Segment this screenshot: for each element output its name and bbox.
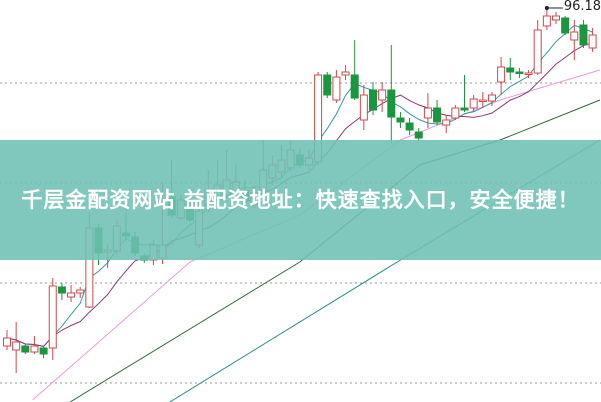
candle-down xyxy=(396,117,405,123)
candle-down xyxy=(39,347,48,355)
candle-down xyxy=(414,131,423,139)
candle-up xyxy=(469,98,478,109)
peak-pointer-dot xyxy=(544,6,549,10)
candle-down xyxy=(57,286,66,294)
candle-up xyxy=(3,337,11,347)
candle-up xyxy=(478,99,487,102)
candle-up xyxy=(451,107,460,119)
candle-up xyxy=(359,94,368,121)
candle-up xyxy=(442,119,451,126)
candle-down xyxy=(433,107,442,123)
candle-up xyxy=(332,76,341,101)
candle-up xyxy=(341,71,350,76)
candle-up xyxy=(30,345,39,353)
candle-up xyxy=(67,292,76,298)
candle-down xyxy=(515,71,524,74)
candle-up xyxy=(570,31,579,41)
candle-down xyxy=(387,89,396,118)
candle-up xyxy=(378,89,387,101)
candle-up xyxy=(533,29,542,74)
candle-up xyxy=(542,15,551,27)
candle-down xyxy=(561,17,570,34)
candle-down xyxy=(350,74,359,99)
candle-up xyxy=(76,289,85,294)
candle-up xyxy=(487,94,496,102)
candle-up xyxy=(552,15,560,21)
candle-up xyxy=(48,285,57,349)
candle-down xyxy=(579,24,588,46)
candle-down xyxy=(21,345,30,353)
banner-title: 千层金配资网站 益配资地址：快速查找入口，安全便捷！ xyxy=(21,188,580,212)
candle-down xyxy=(323,74,332,96)
candle-up xyxy=(524,72,533,75)
candle-down xyxy=(405,122,414,131)
candle-down xyxy=(369,89,377,111)
peak-price-label: 96.18 xyxy=(563,0,601,14)
candle-up xyxy=(497,66,506,83)
candle-up xyxy=(588,34,597,49)
candle-down xyxy=(460,107,469,111)
candle-up xyxy=(12,341,21,351)
candle-down xyxy=(506,67,515,73)
candle-up xyxy=(423,107,432,119)
title-banner[interactable]: 千层金配资网站 益配资地址：快速查找入口，安全便捷！ xyxy=(0,140,601,260)
